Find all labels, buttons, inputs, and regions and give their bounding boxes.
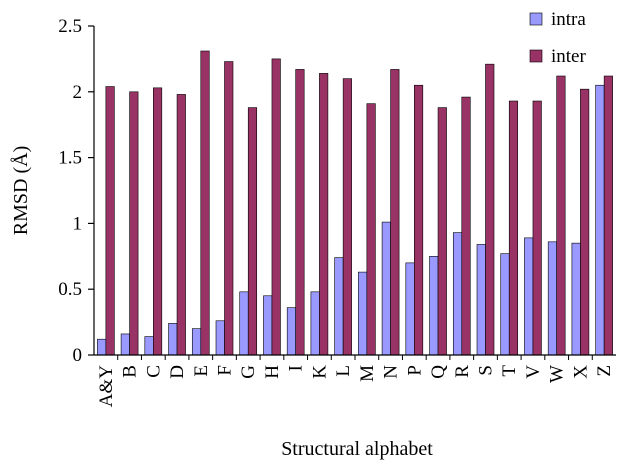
legend-label-intra: intra	[551, 9, 586, 30]
bar-intra-E	[191, 328, 202, 356]
legend-swatch-intra	[529, 12, 543, 26]
bar-inter-Q	[437, 107, 447, 356]
bar-intra-T	[500, 253, 510, 356]
x-tick-label: N	[381, 365, 402, 379]
bar-inter-P	[414, 84, 424, 356]
bar-inter-Z	[603, 75, 613, 356]
bar-inter-T	[508, 100, 519, 356]
x-tick-label: K	[309, 365, 330, 379]
x-tick-label: R	[452, 365, 473, 378]
bar-intra-P	[405, 262, 415, 356]
bar-intra-D	[168, 323, 178, 356]
x-axis-title: Structural alphabet	[281, 438, 433, 460]
bar-inter-S	[485, 63, 495, 356]
x-tick-label: T	[499, 365, 520, 377]
bar-intra-W	[547, 241, 557, 356]
bar-intra-M	[358, 271, 368, 356]
bar-inter-L	[342, 78, 352, 356]
bar-inter-R	[461, 96, 471, 356]
bar-inter-B	[129, 91, 139, 356]
y-tick-label: 1	[73, 213, 83, 234]
legend-swatch-inter	[529, 49, 543, 63]
bar-intra-B	[120, 333, 130, 356]
bar-intra-S	[476, 244, 486, 356]
x-tick-label: S	[476, 365, 497, 376]
bar-inter-W	[556, 75, 566, 356]
x-tick-label: G	[238, 365, 259, 379]
x-tick-label: D	[167, 365, 188, 379]
bar-inter-I	[295, 69, 305, 356]
bars-group	[97, 50, 613, 356]
bar-intra-H	[263, 295, 273, 356]
x-tick-label: B	[120, 365, 141, 378]
y-tick-label: 1.5	[58, 148, 82, 169]
bar-intra-V	[524, 237, 534, 356]
bar-inter-C	[153, 87, 163, 356]
bar-intra-F	[215, 320, 225, 356]
bar-inter-M	[366, 103, 376, 356]
bar-intra-C	[144, 336, 154, 356]
x-tick-label: Q	[428, 365, 449, 379]
x-tick-label: L	[333, 365, 354, 377]
bar-inter-A&Y	[105, 86, 115, 356]
x-tick-label: F	[215, 365, 236, 376]
x-tick-label: C	[143, 365, 164, 378]
bar-intra-I	[286, 307, 296, 356]
x-tick-label: V	[523, 365, 544, 379]
legend: intra inter	[529, 9, 586, 67]
x-tick-label: W	[547, 365, 568, 383]
y-ticks: 0 0.5 1 1.5 2 2.5	[58, 16, 94, 366]
x-tick-label: Z	[594, 365, 615, 377]
bar-inter-V	[532, 100, 542, 356]
x-ticks: A&Y B C D E F G H I K L M N P Q R S T V W X Z	[96, 355, 615, 407]
y-tick-label: 0	[73, 345, 83, 366]
y-tick-label: 2	[73, 82, 83, 103]
legend-label-inter: inter	[551, 46, 586, 67]
bar-inter-X	[580, 88, 590, 356]
bar-inter-E	[200, 50, 210, 356]
x-tick-label: E	[191, 365, 212, 377]
bar-inter-F	[224, 61, 234, 356]
y-tick-label: 0.5	[58, 279, 82, 300]
bar-inter-D	[176, 94, 186, 356]
y-tick-label: 2.5	[58, 16, 82, 37]
bar-intra-Q	[429, 255, 439, 356]
bar-intra-L	[334, 257, 344, 356]
bar-intra-A&Y	[97, 338, 107, 356]
bar-inter-N	[390, 69, 400, 356]
bar-intra-K	[310, 291, 320, 356]
bar-intra-Z	[595, 84, 605, 356]
x-tick-label: A&Y	[96, 365, 117, 408]
x-tick-label: X	[570, 365, 591, 379]
bar-intra-X	[571, 242, 581, 356]
bar-inter-G	[247, 107, 258, 356]
bar-intra-R	[452, 232, 463, 356]
x-tick-label: I	[286, 365, 307, 371]
bar-intra-G	[239, 291, 249, 356]
y-axis-title: RMSD (Å)	[10, 146, 32, 235]
x-tick-label: P	[404, 365, 425, 376]
bar-inter-K	[319, 73, 329, 356]
x-tick-label: M	[357, 365, 378, 382]
x-tick-label: H	[262, 365, 283, 379]
bar-intra-N	[381, 221, 391, 356]
bar-inter-H	[271, 58, 281, 356]
